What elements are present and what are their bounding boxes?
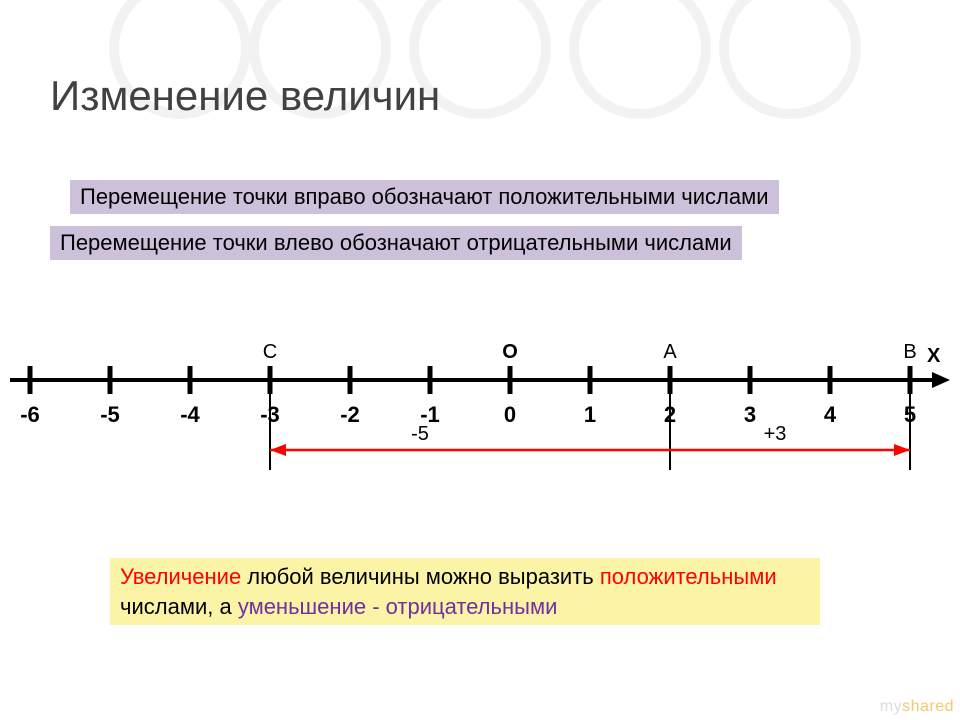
- svg-text:O: O: [502, 341, 518, 363]
- conclusion-text-1: любой величины можно выразить: [241, 564, 600, 589]
- svg-text:-4: -4: [180, 402, 200, 427]
- svg-text:0: 0: [504, 402, 516, 427]
- svg-text:+3: +3: [764, 423, 787, 445]
- conclusion-text-2: числами, а: [120, 594, 238, 619]
- number-line-diagram: -6-5-4-3-2-1012345COABX-5+3: [0, 330, 960, 530]
- svg-text:3: 3: [744, 402, 756, 427]
- info-box-right-move: Перемещение точки вправо обозначают поло…: [70, 180, 779, 214]
- svg-text:4: 4: [824, 402, 837, 427]
- page-title: Изменение величин: [50, 72, 440, 120]
- watermark-accent: shared: [902, 698, 954, 715]
- svg-text:A: A: [663, 341, 677, 363]
- svg-text:-5: -5: [411, 423, 429, 445]
- svg-text:-2: -2: [340, 402, 360, 427]
- watermark: myshared: [880, 698, 954, 716]
- info-box-left-move: Перемещение точки влево обозначают отриц…: [50, 226, 742, 260]
- conclusion-box: Увеличение любой величины можно выразить…: [110, 558, 820, 625]
- svg-text:1: 1: [584, 402, 596, 427]
- svg-text:C: C: [263, 341, 277, 363]
- conclusion-word-decrease: уменьшение - отрицательными: [238, 594, 558, 619]
- svg-text:-6: -6: [20, 402, 40, 427]
- svg-text:-5: -5: [100, 402, 120, 427]
- watermark-pre: my: [880, 698, 902, 715]
- svg-text:B: B: [903, 341, 916, 363]
- conclusion-word-positive: положительными: [600, 564, 777, 589]
- svg-text:X: X: [927, 345, 941, 367]
- conclusion-word-increase: Увеличение: [120, 564, 241, 589]
